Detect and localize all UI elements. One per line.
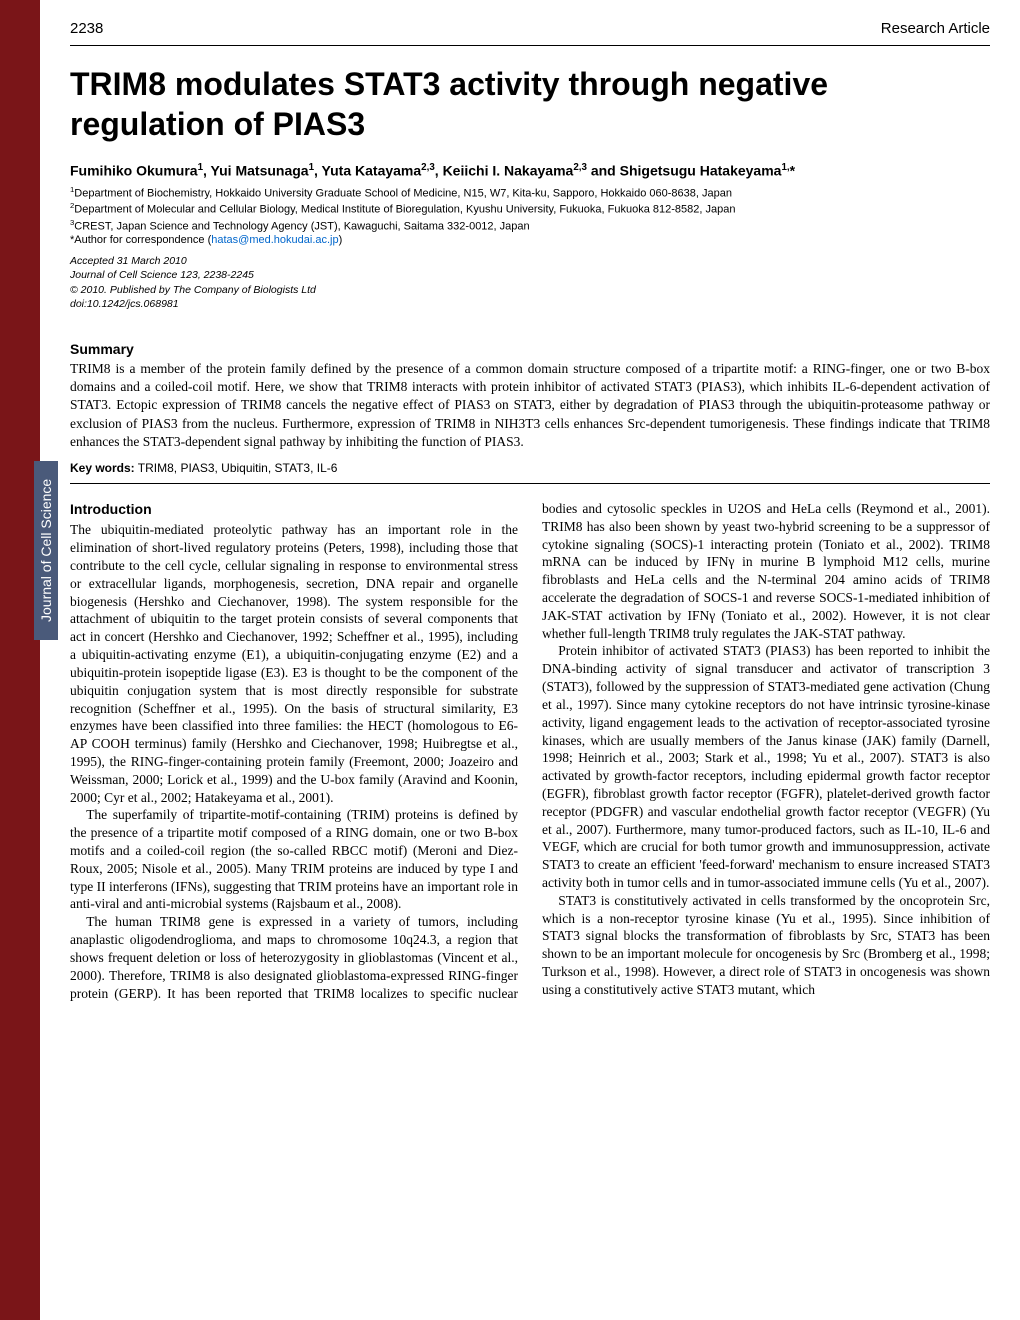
content-area: Journal of Cell Science 2238 Research Ar… — [40, 0, 1020, 1320]
keywords-list: TRIM8, PIAS3, Ubiquitin, STAT3, IL-6 — [135, 461, 338, 475]
doi: doi:10.1242/jcs.068981 — [70, 297, 990, 311]
journal-citation: Journal of Cell Science 123, 2238-2245 — [70, 268, 990, 282]
keywords-label: Key words: — [70, 461, 135, 475]
authors-line: Fumihiko Okumura1, Yui Matsunaga1, Yuta … — [70, 162, 990, 179]
correspondence-email[interactable]: hatas@med.hokudai.ac.jp — [211, 234, 338, 246]
article-meta: Accepted 31 March 2010 Journal of Cell S… — [70, 254, 990, 311]
summary-heading: Summary — [70, 341, 990, 357]
header-rule — [70, 45, 990, 46]
page-number: 2238 — [70, 20, 103, 37]
correspondence-label: *Author for correspondence ( — [70, 234, 211, 246]
affiliation-2: 2Department of Molecular and Cellular Bi… — [70, 201, 990, 218]
body-paragraph: Protein inhibitor of activated STAT3 (PI… — [542, 642, 990, 891]
article-title: TRIM8 modulates STAT3 activity through n… — [70, 64, 990, 144]
body-paragraph: The ubiquitin-mediated proteolytic pathw… — [70, 521, 518, 806]
page: Journal of Cell Science 2238 Research Ar… — [0, 0, 1020, 1320]
introduction-heading: Introduction — [70, 500, 518, 518]
journal-side-label: Journal of Cell Science — [34, 461, 58, 640]
body-paragraph: The superfamily of tripartite-motif-cont… — [70, 806, 518, 913]
affiliation-3: 3CREST, Japan Science and Technology Age… — [70, 218, 990, 235]
body-paragraph: STAT3 is constitutively activated in cel… — [542, 892, 990, 999]
page-header: 2238 Research Article — [70, 20, 990, 37]
accepted-date: Accepted 31 March 2010 — [70, 254, 990, 268]
correspondence: *Author for correspondence (hatas@med.ho… — [70, 234, 990, 246]
summary-text: TRIM8 is a member of the protein family … — [70, 360, 990, 451]
article-type: Research Article — [881, 20, 990, 37]
journal-color-bar — [0, 0, 40, 1320]
keywords-line: Key words: TRIM8, PIAS3, Ubiquitin, STAT… — [70, 461, 990, 475]
affiliation-1: 1Department of Biochemistry, Hokkaido Un… — [70, 185, 990, 202]
section-divider — [70, 483, 990, 484]
body-columns: Introduction The ubiquitin-mediated prot… — [70, 500, 990, 1002]
copyright: © 2010. Published by The Company of Biol… — [70, 283, 990, 297]
